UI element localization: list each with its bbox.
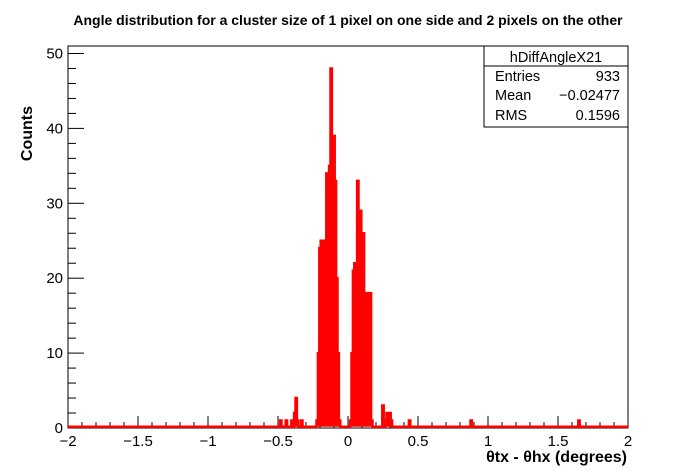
stats-box-frame [483, 45, 629, 128]
stats-mean-value: −0.02477 [559, 88, 620, 104]
y-axis: 0 10 20 30 40 50 [46, 45, 84, 437]
x-tick-label: −1 [199, 433, 216, 450]
x-tick-label: 0 [344, 433, 352, 450]
x-axis: −2 −1.5 −1 −0.5 0 0.5 1 1.5 2 [59, 416, 632, 450]
x-tick-label: 1 [484, 433, 492, 450]
stats-rms-value: 0.1596 [576, 108, 620, 124]
x-axis-label: θtx - θhx (degrees) [486, 449, 627, 466]
x-tick-label: 0.5 [408, 433, 429, 450]
y-axis-label: Counts [19, 106, 36, 161]
y-tick-label: 40 [46, 120, 63, 137]
chart-title: Angle distribution for a cluster size of… [73, 12, 623, 28]
y-tick-label: 10 [46, 345, 63, 362]
y-tick-label: 50 [46, 45, 63, 62]
y-tick-label: 30 [46, 195, 63, 212]
x-tick-label: −0.5 [263, 433, 293, 450]
stats-box-name: hDiffAngleX21 [510, 50, 602, 66]
histogram-outline [68, 67, 628, 429]
y-tick-label: 0 [55, 420, 63, 437]
x-tick-label: −1.5 [123, 433, 153, 450]
x-tick-label: −2 [59, 433, 76, 450]
x-tick-label: 2 [624, 433, 632, 450]
stats-box: hDiffAngleX21 Entries 933 Mean −0.02477 … [483, 45, 629, 128]
stats-rms-label: RMS [495, 108, 527, 124]
stats-entries-label: Entries [495, 69, 540, 85]
x-tick-label: 1.5 [548, 433, 569, 450]
stats-entries-value: 933 [596, 69, 620, 85]
y-tick-label: 20 [46, 270, 63, 287]
stats-mean-label: Mean [495, 88, 531, 104]
